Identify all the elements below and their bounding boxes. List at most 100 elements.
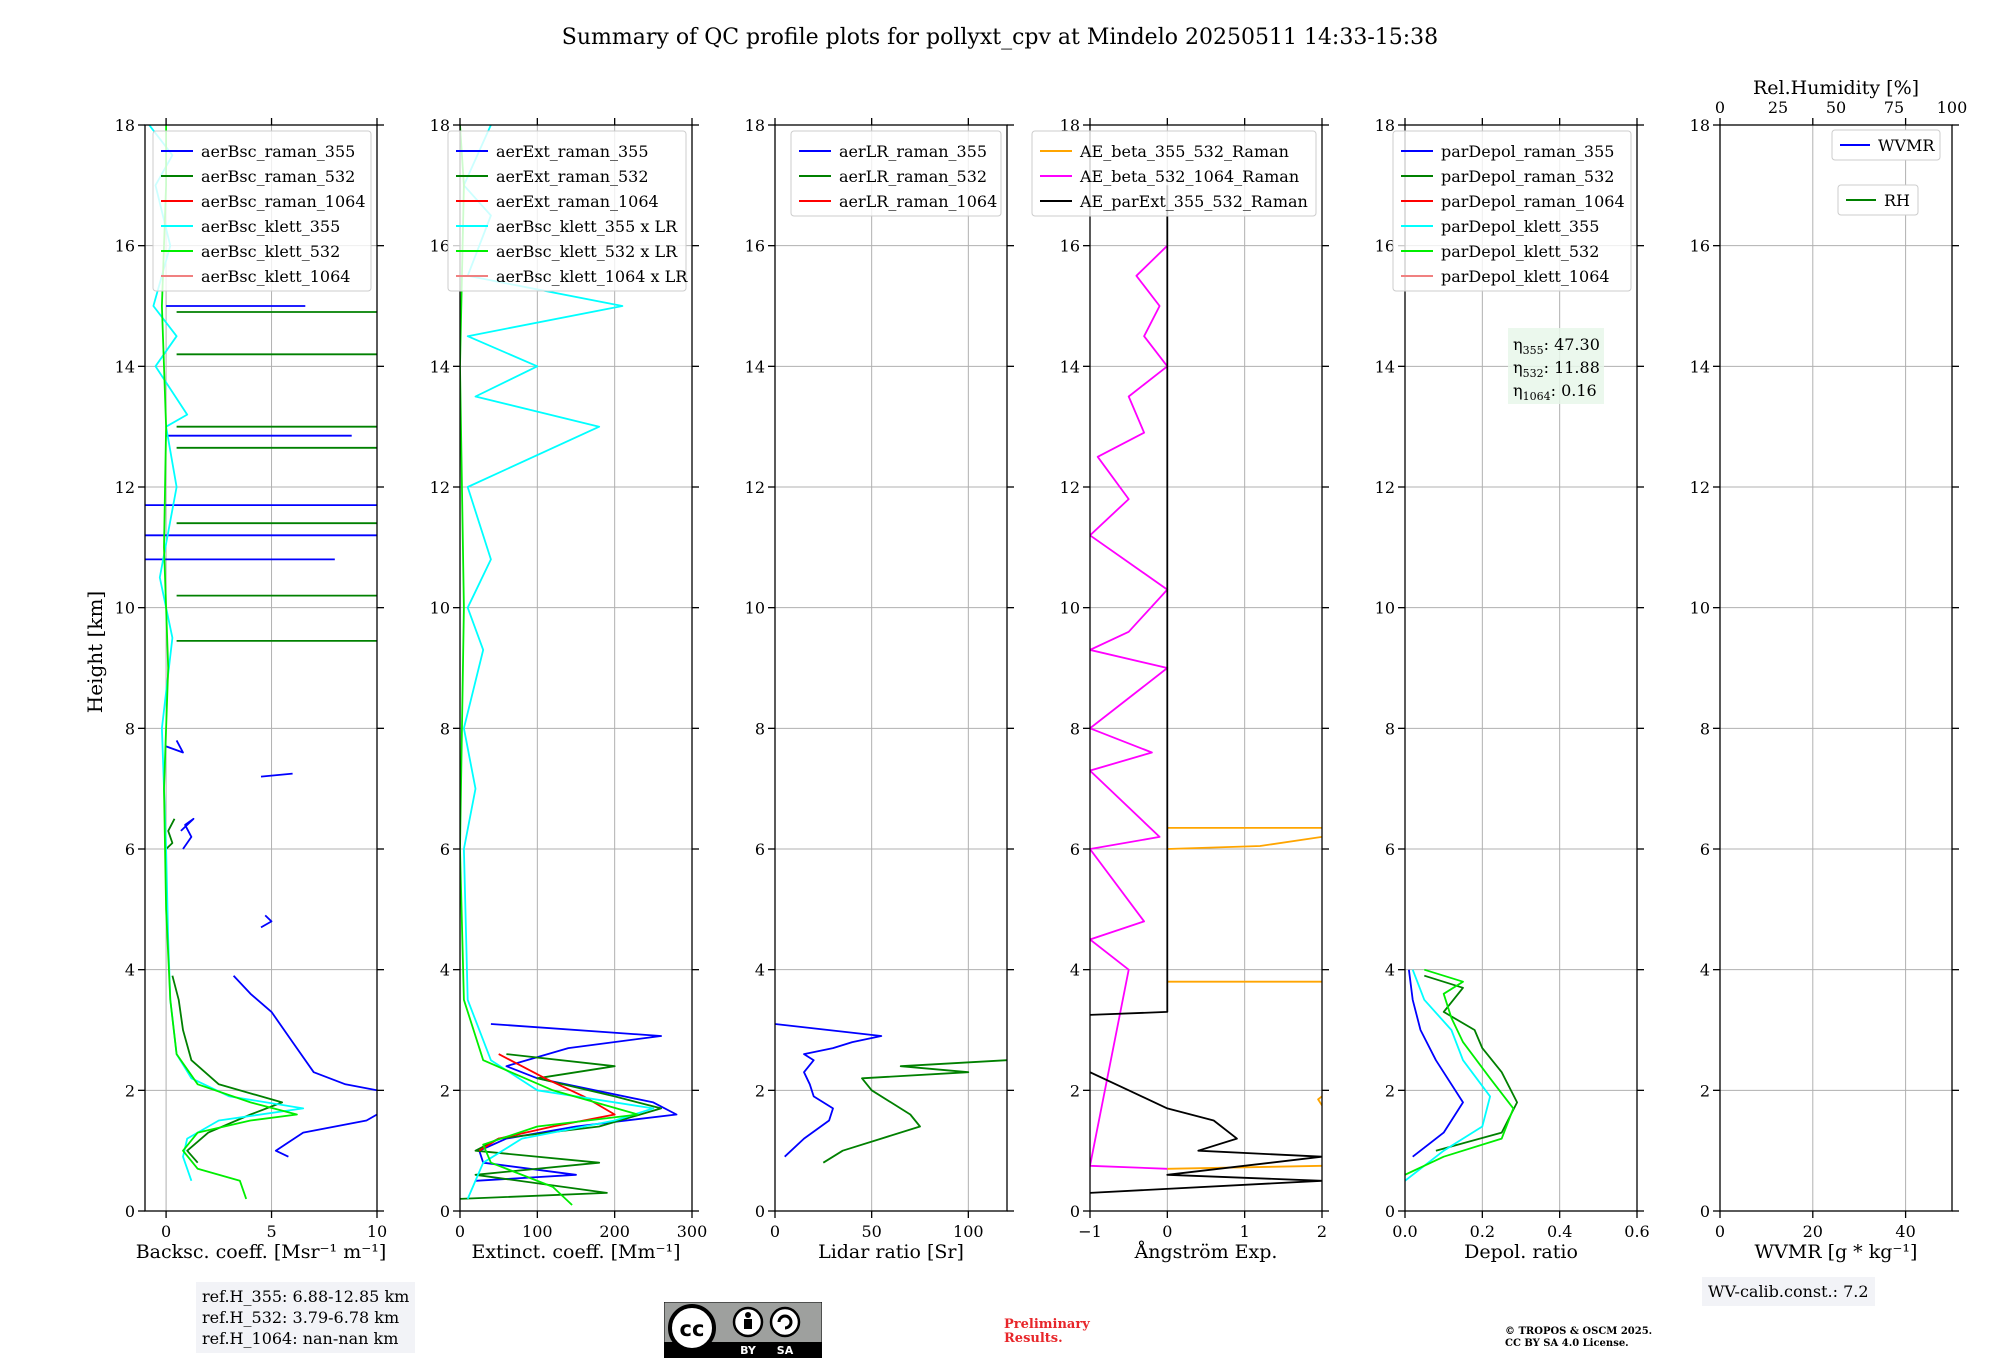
y-tick-label: 10: [1690, 599, 1710, 618]
y-tick-label: 2: [1385, 1081, 1395, 1100]
plot-frame: [144, 124, 378, 1212]
y-tick-label: 2: [1700, 1081, 1710, 1100]
y-tick-label: 2: [125, 1081, 135, 1100]
series-group: [145, 125, 377, 1200]
x2-tick-label: 25: [1768, 98, 1788, 117]
x-tick-label: 100: [953, 1222, 984, 1241]
y-tick-label: 8: [1700, 719, 1710, 738]
cc-by-sa-badge: cc BY SA: [663, 1301, 823, 1362]
legend-label: aerExt_raman_532: [496, 167, 649, 186]
y-tick-label: 6: [1385, 840, 1395, 859]
figure-title: Summary of QC profile plots for pollyxt_…: [562, 25, 1438, 50]
legend-label: AE_beta_355_532_Raman: [1079, 142, 1289, 161]
eta-label: η532: 11.88: [1513, 358, 1600, 380]
grid: [1719, 124, 1952, 1212]
eta-label: η1064: 0.16: [1513, 381, 1597, 403]
series-line-aerBsc_klett_532: [160, 125, 298, 1200]
legend-label: aerBsc_raman_1064: [201, 192, 366, 211]
grid: [1089, 124, 1323, 1212]
panel-5: 0 2 4 6 8 10 12 14 16 18 0.0 0.2 0.4 0.6 Depol. ratio p…: [1375, 116, 1650, 1263]
x-tick-label: 300: [677, 1222, 708, 1241]
legend-label: parDepol_klett_1064: [1441, 267, 1610, 286]
y-tick-label: 8: [125, 719, 135, 738]
x2-tick-label: 0: [1715, 98, 1725, 117]
series-line-aerExt_raman_532: [460, 1053, 662, 1200]
x-axis-label: WVMR [g * kg⁻¹]: [1755, 1241, 1918, 1263]
reference-height-box: ref.H_355: 6.88-12.85 km ref.H_532: 3.79…: [196, 1282, 416, 1353]
x-tick-label: 20: [1803, 1222, 1823, 1241]
legend-wvmr: WVMR: [1831, 129, 1941, 161]
y-tick-label: 16: [430, 237, 450, 256]
y-tick-label: 14: [1375, 357, 1395, 376]
series-line-AE_beta_355_532_Raman: [1317, 1095, 1322, 1106]
ref-h-355: ref.H_355: 6.88-12.85 km: [202, 1287, 410, 1306]
y-tick-label: 0: [125, 1202, 135, 1221]
y-tick-label: 4: [440, 961, 450, 980]
x-tick-label: 0.6: [1624, 1222, 1649, 1241]
series-line-aerExt_raman_355: [475, 1023, 678, 1182]
copyright-line-1: © TROPOS & OSCM 2025.: [1505, 1326, 1653, 1337]
legend-label: aerBsc_klett_1064 x LR: [496, 267, 688, 286]
plot-frame: [459, 124, 693, 1212]
y-tick-label: 0: [1070, 1202, 1080, 1221]
x-tick-label: 0.0: [1392, 1222, 1417, 1241]
x-tick-label: 1: [1240, 1222, 1250, 1241]
series-line-parDepol_klett_355: [1405, 969, 1491, 1182]
legend-label: aerLR_raman_1064: [839, 192, 997, 211]
legend: parDepol_raman_355 parDepol_raman_532 parD…: [1392, 130, 1632, 292]
series-group: [775, 1023, 1007, 1164]
legend: aerLR_raman_355 aerLR_raman_532 aerLR_rama…: [790, 130, 1002, 217]
series-line-AE_beta_355_532_Raman: [1167, 1164, 1322, 1170]
y-tick-label: 6: [1700, 840, 1710, 859]
series-line-aerBsc_raman_532: [165, 818, 176, 850]
x-tick-label: 0: [161, 1222, 171, 1241]
x-tick-label: 10: [367, 1222, 387, 1241]
plot-frame: [1089, 124, 1323, 1212]
series-line-AE_beta_355_532_Raman: [1167, 836, 1322, 850]
y-tick-label: 2: [1070, 1081, 1080, 1100]
y-tick-label: 14: [115, 357, 135, 376]
x-axis-label: Depol. ratio: [1464, 1241, 1578, 1263]
y-tick-label: 16: [1060, 237, 1080, 256]
y-tick-label: 6: [125, 840, 135, 859]
y-tick-label: 10: [745, 599, 765, 618]
legend: AE_beta_355_532_Raman AE_beta_532_1064_Ra…: [1031, 130, 1317, 217]
series-line-aerLR_raman_355: [775, 1023, 883, 1158]
plot-frame: [774, 124, 1008, 1212]
copyright-line-2: CC BY SA 4.0 License.: [1505, 1338, 1629, 1349]
series-group: [1405, 968, 1518, 1182]
x-tick-label: 2: [1317, 1222, 1327, 1241]
legend-label: aerExt_raman_1064: [496, 192, 659, 211]
series-line-aerBsc_klett_355 x LR: [462, 125, 655, 1200]
series-line-AE_beta_532_1064_Raman: [1090, 245, 1169, 1170]
series-line-parDepol_raman_532: [1424, 974, 1518, 1152]
wv-calib-const: WV-calib.const.: 7.2: [1708, 1282, 1869, 1301]
legend-label: parDepol_klett_532: [1441, 242, 1599, 261]
series-line-AE_parExt_355_532_Raman: [1090, 185, 1169, 1016]
ref-h-1064: ref.H_1064: nan-nan km: [202, 1329, 399, 1348]
y-tick-label: 12: [115, 478, 135, 497]
y-tick-label: 8: [1070, 719, 1080, 738]
legend-label: aerBsc_klett_532: [201, 242, 340, 261]
y-tick-label: 10: [1375, 599, 1395, 618]
legend-label: parDepol_raman_355: [1441, 142, 1614, 161]
legend-label: AE_parExt_355_532_Raman: [1079, 192, 1308, 211]
legend-label: parDepol_raman_532: [1441, 167, 1614, 186]
svg-text:cc: cc: [680, 1317, 705, 1341]
plot-frame: [1404, 124, 1638, 1212]
y-axis-label: Height [km]: [83, 591, 107, 713]
series-line-aerLR_raman_532: [822, 1059, 1007, 1164]
y-tick-label: 8: [440, 719, 450, 738]
x-tick-label: 0: [455, 1222, 465, 1241]
y-tick-label: 6: [755, 840, 765, 859]
y-tick-label: 12: [1375, 478, 1395, 497]
x-tick-label: 0.4: [1547, 1222, 1572, 1241]
y-tick-label: 14: [745, 357, 765, 376]
annotation-box: [1508, 328, 1604, 404]
y-tick-label: 18: [1060, 116, 1080, 135]
x-tick-label: 200: [599, 1222, 630, 1241]
y-tick-label: 0: [1700, 1202, 1710, 1221]
